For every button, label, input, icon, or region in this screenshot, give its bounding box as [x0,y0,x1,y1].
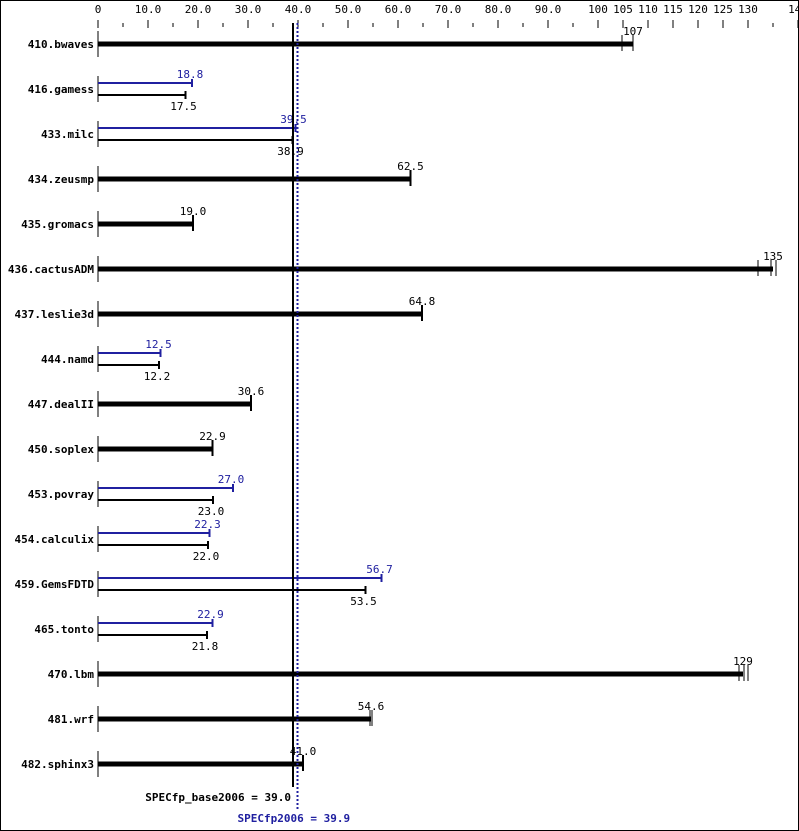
category-label: 435.gromacs [21,218,94,231]
bar-base [98,589,366,591]
x-tick-label: 115 [663,3,683,16]
category-label: 437.leslie3d [15,308,94,321]
bar-base [98,634,207,636]
x-tick-label: 130 [738,3,758,16]
bar-value-label: 19.0 [180,205,207,218]
bar-value-label: 129 [733,655,753,668]
base-value-label: 38.9 [277,145,304,158]
category-label: 436.cactusADM [8,263,94,276]
category-label: 459.GemsFDTD [15,578,95,591]
bar-peak [98,487,233,489]
bar-value-label: 54.6 [358,700,385,713]
x-tick-label: 120 [688,3,708,16]
category-label: 416.gamess [28,83,94,96]
bar-value-label: 22.9 [199,430,226,443]
x-tick-label: 140 [788,3,798,16]
bar-base [98,266,773,272]
bar-value-label: 135 [763,250,783,263]
bar-base [98,716,371,722]
bar-peak [98,577,382,579]
category-label: 453.povray [28,488,95,501]
category-label: 454.calculix [15,533,95,546]
bar-value-label: 62.5 [397,160,424,173]
category-label: 481.wrf [48,713,94,726]
bar-base [98,221,193,227]
peak-value-label: 22.9 [197,608,224,621]
bar-base [98,499,213,501]
peak-value-label: 12.5 [145,338,172,351]
bar-base [98,544,208,546]
bar-value-label: 41.0 [290,745,317,758]
x-tick-label: 110 [638,3,658,16]
x-tick-label: 90.0 [535,3,562,16]
reference-label-base: SPECfp_base2006 = 39.0 [145,791,291,804]
base-value-label: 23.0 [198,505,225,518]
x-tick-label: 40.0 [285,3,312,16]
x-tick-label: 20.0 [185,3,212,16]
x-tick-label: 105 [613,3,633,16]
bar-base [98,401,251,407]
x-tick-label: 0 [95,3,102,16]
base-value-label: 21.8 [192,640,219,653]
base-value-label: 53.5 [350,595,377,608]
x-tick-label: 70.0 [435,3,462,16]
category-label: 434.zeusmp [28,173,95,186]
bar-peak [98,127,296,129]
bar-base [98,311,422,317]
x-tick-label: 100 [588,3,608,16]
peak-value-label: 22.3 [194,518,221,531]
bar-peak [98,532,210,534]
bar-peak [98,352,161,354]
x-tick-label: 80.0 [485,3,512,16]
bar-base [98,176,411,182]
bar-value-label: 64.8 [409,295,436,308]
bar-value-label: 107 [623,25,643,38]
category-label: 470.lbm [48,668,95,681]
peak-value-label: 27.0 [218,473,245,486]
category-label: 433.milc [41,128,94,141]
bar-base [98,446,213,452]
bar-base [98,761,303,767]
base-value-label: 12.2 [144,370,171,383]
category-label: 450.soplex [28,443,95,456]
peak-value-label: 56.7 [366,563,393,576]
x-tick-label: 125 [713,3,733,16]
bar-peak [98,622,213,624]
base-value-label: 17.5 [170,100,197,113]
bar-value-label: 30.6 [238,385,265,398]
x-tick-label: 30.0 [235,3,262,16]
x-tick-label: 10.0 [135,3,162,16]
bar-peak [98,82,192,84]
x-tick-label: 60.0 [385,3,412,16]
reference-label-peak: SPECfp2006 = 39.9 [238,812,351,825]
category-label: 465.tonto [34,623,94,636]
bar-base [98,94,186,96]
category-label: 410.bwaves [28,38,94,51]
bar-base [98,364,159,366]
base-value-label: 22.0 [193,550,220,563]
bar-base [98,671,743,677]
bar-base [98,41,633,47]
x-tick-label: 50.0 [335,3,362,16]
category-label: 482.sphinx3 [21,758,94,771]
category-label: 444.namd [41,353,94,366]
peak-value-label: 18.8 [177,68,204,81]
category-label: 447.dealII [28,398,94,411]
bar-base [98,139,293,141]
